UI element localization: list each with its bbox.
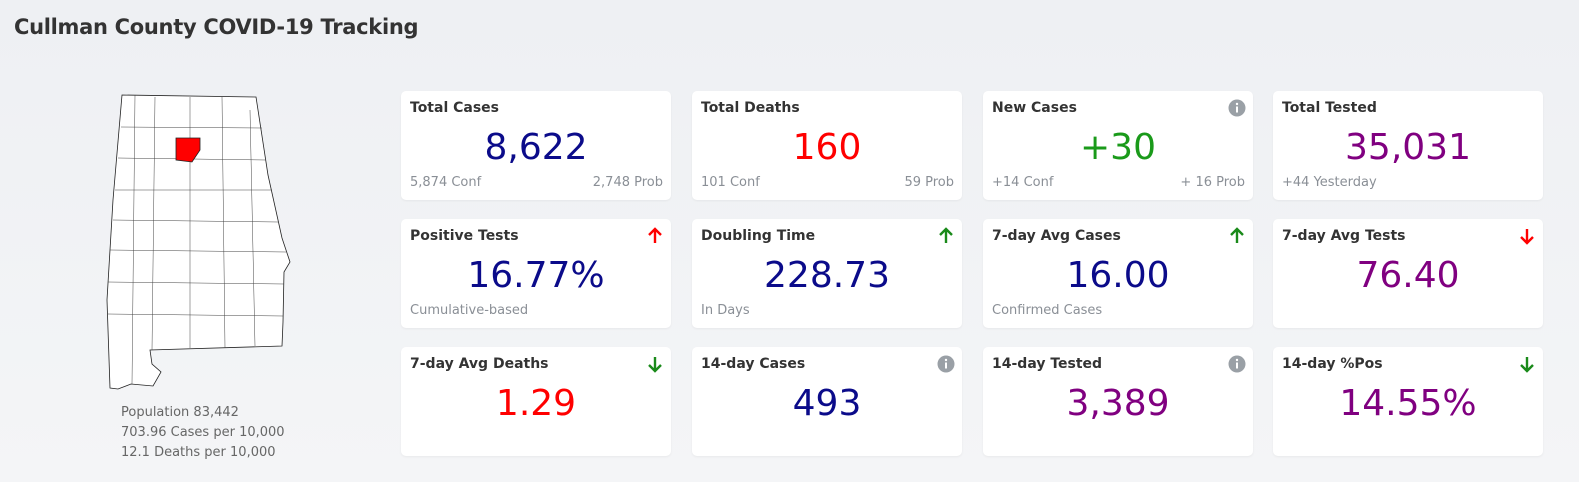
card-detail: + 16 Prob xyxy=(1180,175,1245,190)
card-value: 493 xyxy=(792,383,862,424)
map-stat-line: Population 83,442 xyxy=(121,405,239,420)
info-icon[interactable] xyxy=(1228,99,1246,117)
card-title: 7-day Avg Deaths xyxy=(410,356,549,372)
cullman-county xyxy=(175,137,201,163)
map-stat-line: 12.1 Deaths per 10,000 xyxy=(121,445,276,460)
card-detail: Cumulative-based xyxy=(410,303,529,318)
card-title: Total Cases xyxy=(410,100,500,116)
card-detail: 2,748 Prob xyxy=(592,175,663,190)
card-detail: 5,874 Conf xyxy=(410,175,482,190)
stat-card: Total Tested 35,031 +44 Yesterday xyxy=(1273,91,1543,200)
stat-card: New Cases +30 +14 Conf + 16 Prob xyxy=(983,91,1253,200)
card-value: 160 xyxy=(792,127,862,168)
info-icon[interactable] xyxy=(1228,355,1246,373)
card-value: 35,031 xyxy=(1345,127,1471,168)
info-icon[interactable] xyxy=(937,355,955,373)
card-detail: +44 Yesterday xyxy=(1282,175,1377,190)
stat-card: 14-day Cases 493 xyxy=(692,347,962,456)
card-detail: Confirmed Cases xyxy=(992,303,1103,318)
stat-card: 14-day Tested 3,389 xyxy=(983,347,1253,456)
trend-arrow xyxy=(648,357,662,373)
card-value: 228.73 xyxy=(764,255,890,296)
card-value: 14.55% xyxy=(1339,383,1477,424)
card-value: 3,389 xyxy=(1066,383,1170,424)
stat-card: Total Cases 8,622 5,874 Conf 2,748 Prob xyxy=(401,91,671,200)
card-value: 8,622 xyxy=(484,127,588,168)
card-title: Total Tested xyxy=(1282,100,1377,116)
card-value: +30 xyxy=(1080,127,1156,168)
card-detail: 101 Conf xyxy=(701,175,760,190)
card-title: 14-day Cases xyxy=(701,356,806,372)
card-title: 7-day Avg Tests xyxy=(1282,228,1406,244)
trend-arrow xyxy=(939,227,953,243)
card-detail: In Days xyxy=(701,303,750,318)
card-value: 76.40 xyxy=(1356,255,1460,296)
stat-card: 7-day Avg Tests 76.40 xyxy=(1273,219,1543,328)
stat-card: 7-day Avg Cases 16.00 Confirmed Cases xyxy=(983,219,1253,328)
card-detail: 59 Prob xyxy=(904,175,954,190)
trend-arrow xyxy=(648,227,662,243)
card-title: Positive Tests xyxy=(410,228,519,244)
map-stats: Population 83,442 703.96 Cases per 10,000… xyxy=(121,403,285,463)
card-title: New Cases xyxy=(992,100,1077,116)
trend-arrow xyxy=(1230,227,1244,243)
card-detail: +14 Conf xyxy=(992,175,1054,190)
card-value: 16.00 xyxy=(1066,255,1170,296)
card-value: 1.29 xyxy=(495,383,577,424)
card-title: 7-day Avg Cases xyxy=(992,228,1121,244)
stat-card: Positive Tests 16.77% Cumulative-based xyxy=(401,219,671,328)
card-title: 14-day Tested xyxy=(992,356,1103,372)
card-title: Doubling Time xyxy=(701,228,816,244)
stat-card: 14-day %Pos 14.55% xyxy=(1273,347,1543,456)
page-title: Cullman County COVID-19 Tracking xyxy=(14,15,419,39)
stat-card: Total Deaths 160 101 Conf 59 Prob xyxy=(692,91,962,200)
card-value: 16.77% xyxy=(467,255,605,296)
stat-card: 7-day Avg Deaths 1.29 xyxy=(401,347,671,456)
trend-arrow xyxy=(1520,357,1534,373)
stat-card: Doubling Time 228.73 In Days xyxy=(692,219,962,328)
card-title: 14-day %Pos xyxy=(1282,356,1383,372)
trend-arrow xyxy=(1520,229,1534,245)
card-title: Total Deaths xyxy=(701,100,800,116)
alabama-map xyxy=(106,94,291,390)
map-stat-line: 703.96 Cases per 10,000 xyxy=(121,425,285,440)
